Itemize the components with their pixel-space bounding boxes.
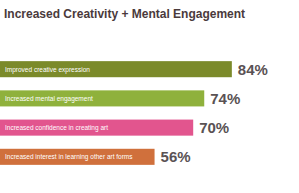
- bar: [0, 90, 204, 106]
- data-label: 74%: [210, 90, 240, 107]
- data-label: 56%: [161, 148, 191, 165]
- category-label: Increased mental engagement: [5, 95, 93, 103]
- chart: Increased Creativity + Mental Engagement…: [0, 0, 299, 193]
- data-label: 84%: [238, 61, 268, 78]
- bar: [0, 61, 232, 77]
- bars: [0, 61, 232, 165]
- category-label: Increased confidence in creating art: [5, 124, 108, 132]
- bar: [0, 120, 193, 136]
- bar: [0, 149, 155, 165]
- title: Increased Creativity + Mental Engagement: [4, 7, 245, 21]
- data-labels: 84% 74% 70% 56%: [161, 61, 268, 166]
- category-labels: Improved creative expression Increased me…: [5, 66, 133, 162]
- data-label: 70%: [199, 119, 229, 136]
- category-label: Improved creative expression: [5, 66, 90, 74]
- category-label: Increased interest in learning other art…: [5, 153, 133, 161]
